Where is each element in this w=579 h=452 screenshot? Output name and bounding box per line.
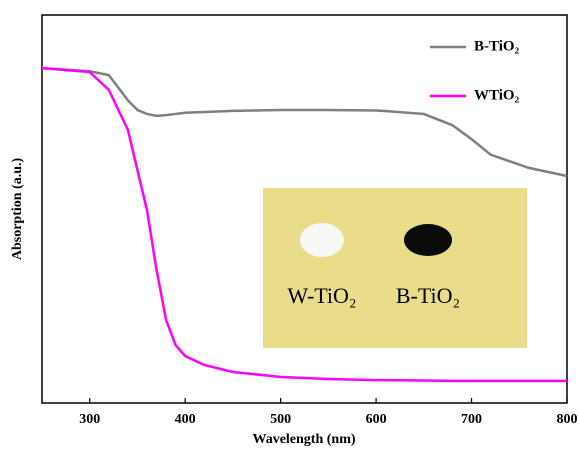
series-line <box>41 66 567 383</box>
x-tick-label: 500 <box>270 412 291 427</box>
inset-photo <box>263 188 527 348</box>
y-axis-label: Absorption (a.u.) <box>10 158 25 261</box>
inset-label: W-TiO₂ <box>287 283 356 308</box>
legend-label: WTiO₂ <box>474 87 520 103</box>
white-powder <box>300 223 344 257</box>
inset-label: B-TiO₂ <box>396 283 460 308</box>
inset: W-TiO₂ B-TiO₂ <box>263 188 527 348</box>
black-powder <box>404 224 452 256</box>
x-tick-label: 300 <box>79 412 100 427</box>
x-tick-label: 700 <box>461 412 482 427</box>
x-tick-label: 600 <box>366 412 387 427</box>
x-axis-label: Wavelength (nm) <box>252 432 355 447</box>
x-tick-label: 400 <box>175 412 196 427</box>
legend-label: B-TiO₂ <box>474 38 520 54</box>
x-tick-label: 800 <box>557 412 578 427</box>
plot-frame <box>41 14 568 404</box>
series-line <box>41 66 568 178</box>
